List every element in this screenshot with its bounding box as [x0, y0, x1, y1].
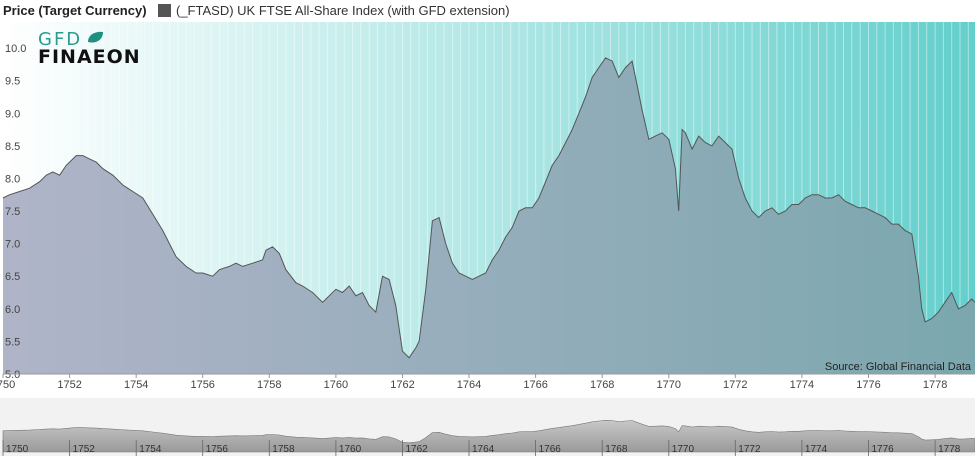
- navigator-tick-label: 1756: [206, 444, 229, 455]
- x-tick-label: 1762: [390, 379, 414, 391]
- legend-label: (_FTASD) UK FTSE All-Share Index (with G…: [176, 3, 510, 18]
- y-tick-label: 8.0: [5, 173, 20, 185]
- y-tick-label: 6.5: [5, 271, 20, 283]
- y-tick-label: 7.5: [5, 206, 20, 218]
- navigator-series: [2, 419, 975, 453]
- navigator-tick-label: 1766: [539, 444, 562, 455]
- leaf-icon: [88, 31, 103, 43]
- chart-header: Price (Target Currency) (_FTASD) UK FTSE…: [0, 0, 975, 22]
- y-tick-label: 8.5: [5, 141, 20, 153]
- y-tick-label: 5.0: [5, 369, 20, 381]
- navigator-tick-label: 1758: [272, 444, 295, 455]
- y-axis-ticks: 5.0 5.5 6.0 6.5 7.0 7.5 8.0 8.5 9.0 9.5 10.0: [5, 43, 26, 381]
- y-tick-label: 6.0: [5, 304, 20, 316]
- navigator-tick-label: 1774: [805, 444, 828, 455]
- y-tick-label: 9.0: [5, 108, 20, 120]
- navigator-tick-label: 1762: [406, 444, 429, 455]
- legend-item[interactable]: (_FTASD) UK FTSE All-Share Index (with G…: [158, 3, 510, 18]
- navigator[interactable]: 1750 1752 1754 1756 1758 1760 1762 1764 1766 1768…: [0, 398, 975, 456]
- navigator-tick-label: 1764: [472, 444, 495, 455]
- y-tick-label: 7.0: [5, 239, 20, 251]
- x-tick-label: 1750: [0, 379, 15, 391]
- navigator-tick-label: 1752: [73, 444, 96, 455]
- logo-line2: FINAEON: [38, 46, 141, 68]
- navigator-tick-label: 1778: [938, 444, 961, 455]
- y-tick-label: 10.0: [5, 43, 26, 55]
- navigator-tick-label: 1770: [672, 444, 695, 455]
- gfd-logo: GFD FINAEON: [38, 29, 141, 68]
- navigator-tick-label: 1768: [605, 444, 628, 455]
- x-tick-label: 1768: [590, 379, 614, 391]
- x-tick-label: 1758: [257, 379, 281, 391]
- navigator-ticks: 1750 1752 1754 1756 1758 1760 1762 1764 1766 1768…: [2, 440, 961, 456]
- x-tick-label: 1754: [124, 379, 148, 391]
- legend-swatch: [158, 4, 171, 17]
- navigator-tick-label: 1760: [339, 444, 362, 455]
- source-note: Source: Global Financial Data: [825, 361, 972, 373]
- x-tick-label: 1766: [523, 379, 547, 391]
- x-tick-label: 1752: [57, 379, 81, 391]
- x-tick-label: 1778: [923, 379, 947, 391]
- x-tick-label: 1774: [790, 379, 814, 391]
- navigator-tick-label: 1772: [738, 444, 761, 455]
- x-tick-label: 1770: [657, 379, 681, 391]
- x-tick-label: 1764: [457, 379, 481, 391]
- navigator-tick-label: 1754: [139, 444, 162, 455]
- x-tick-label: 1776: [856, 379, 880, 391]
- series-line[interactable]: [2, 57, 975, 359]
- x-tick-label: 1756: [190, 379, 214, 391]
- series-area: [3, 57, 975, 375]
- y-tick-label: 9.5: [5, 76, 20, 88]
- x-tick-label: 1772: [723, 379, 747, 391]
- y-tick-label: 5.5: [5, 336, 20, 348]
- navigator-tick-label: 1750: [6, 444, 29, 455]
- x-axis-ticks: 1750 1752 1754 1756 1758 1760 1762 1764 1766 1768…: [0, 374, 947, 391]
- logo-line1: GFD: [38, 29, 82, 50]
- x-tick-label: 1760: [324, 379, 348, 391]
- navigator-tick-label: 1776: [872, 444, 895, 455]
- chart-title: Price (Target Currency): [3, 3, 147, 18]
